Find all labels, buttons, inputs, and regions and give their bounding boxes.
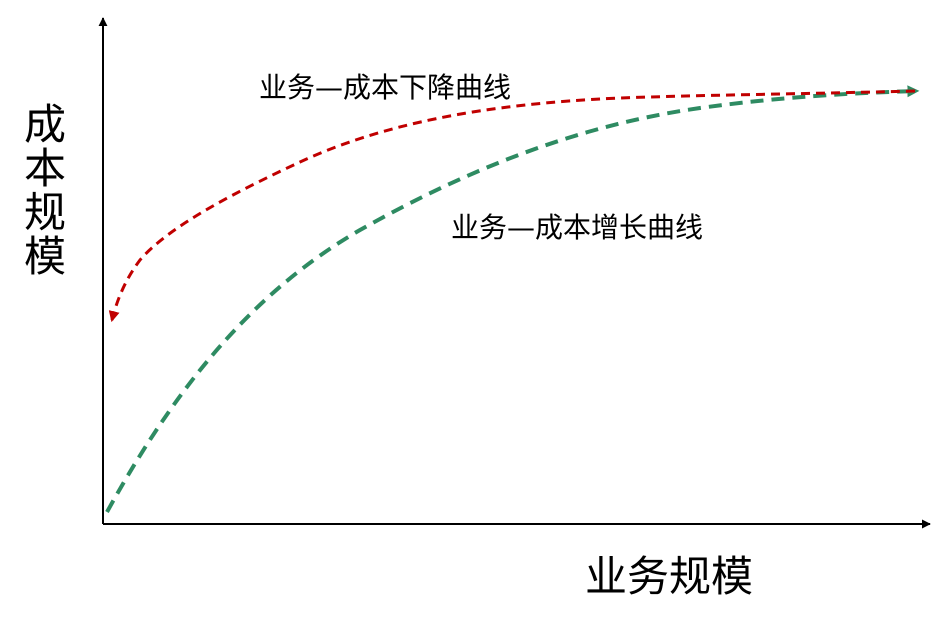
y-axis-label-char: 本 — [24, 144, 67, 193]
cost-decrease-curve — [108, 89, 916, 323]
cost-increase-curve — [105, 85, 920, 513]
y-axis-label-char: 模 — [24, 232, 67, 281]
cost-decrease-curve-label: 业务—成本下降曲线 — [259, 71, 512, 104]
x-axis-label: 业务规模 — [585, 552, 754, 601]
y-axis-label-char: 成 — [24, 100, 67, 149]
cost-increase-curve-label: 业务—成本增长曲线 — [451, 211, 704, 244]
y-axis-label: 成本规模 — [24, 104, 66, 278]
y-axis-label-char: 规 — [24, 188, 67, 237]
